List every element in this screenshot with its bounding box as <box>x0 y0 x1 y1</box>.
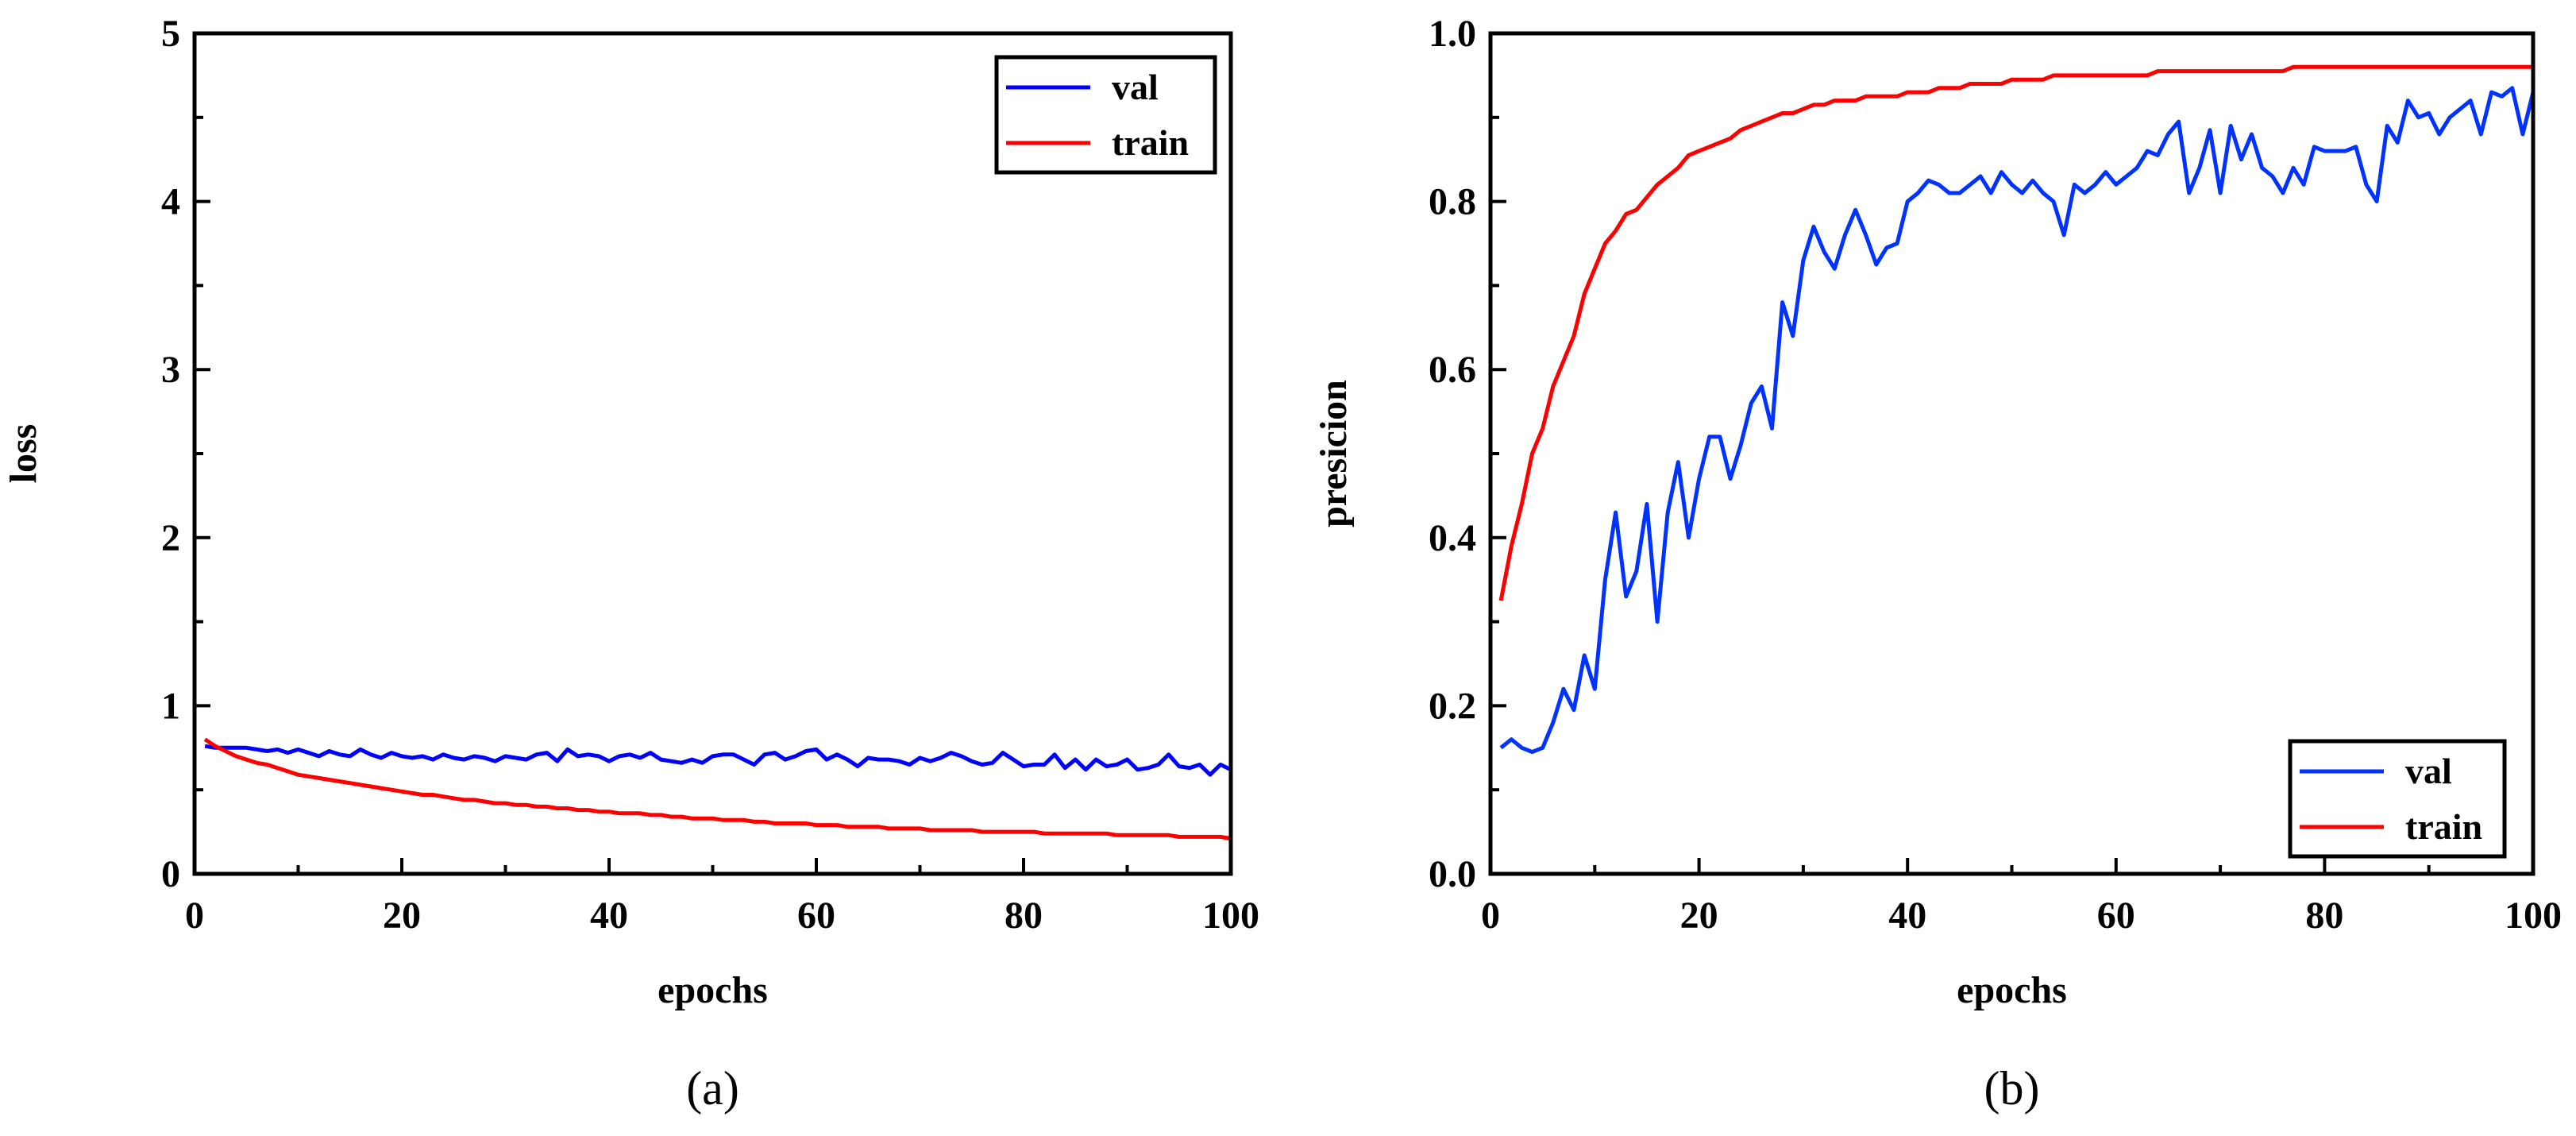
x-tick-label: 40 <box>1888 895 1926 937</box>
series-line-train <box>1498 64 2533 601</box>
y-tick-label: 2 <box>161 517 180 559</box>
y-tick-label: 3 <box>161 349 180 391</box>
y-axis-label: presicion <box>1313 380 1355 527</box>
panel-caption: (a) <box>686 1062 739 1115</box>
series-line-val <box>1499 86 2536 755</box>
x-axis-label: epochs <box>1957 969 2067 1011</box>
x-tick-label: 80 <box>2305 895 2343 937</box>
y-tick-label: 1.0 <box>1429 13 1476 55</box>
y-tick-label: 0.6 <box>1429 349 1476 391</box>
y-tick-label: 5 <box>161 13 180 55</box>
x-tick-label: 20 <box>1680 895 1718 937</box>
y-tick-label: 0.8 <box>1429 181 1476 223</box>
x-tick-label: 40 <box>590 895 628 937</box>
x-tick-label: 20 <box>383 895 421 937</box>
x-tick-label: 100 <box>2505 895 2562 937</box>
legend-label-val: val <box>2405 751 2452 791</box>
y-tick-label: 1 <box>161 685 180 727</box>
y-tick-label: 0.0 <box>1429 853 1476 895</box>
legend-box <box>994 55 1217 175</box>
series-line-val <box>204 744 1232 777</box>
legend-box <box>2288 739 2507 859</box>
y-tick-label: 0.2 <box>1429 685 1476 727</box>
y-tick-label: 0 <box>161 853 180 895</box>
panel-b-precision-chart: 0 20 40 60 80 100 0.0 0.2 0.4 0.6 0.8 1.0 epochs pres… <box>1313 13 2562 1115</box>
x-tick-label: 80 <box>1005 895 1043 937</box>
legend-label-train: train <box>1112 122 1189 163</box>
x-tick-label: 60 <box>797 895 835 937</box>
x-tick-label: 60 <box>2097 895 2135 937</box>
legend-label-val: val <box>1112 67 1159 107</box>
panel-a-loss-chart: 0 20 40 60 80 100 0 1 2 3 4 5 epochs loss val train (a) <box>2 13 1259 1115</box>
y-tick-label: 4 <box>161 181 180 223</box>
x-axis-label: epochs <box>657 969 768 1011</box>
y-axis-label: loss <box>2 424 44 484</box>
y-tick-label: 0.4 <box>1429 517 1476 559</box>
panel-caption: (b) <box>1984 1062 2040 1115</box>
x-tick-label: 0 <box>1481 895 1500 937</box>
legend-label-train: train <box>2405 806 2482 847</box>
series-line-train <box>203 737 1232 841</box>
x-tick-label: 100 <box>1202 895 1259 937</box>
x-tick-label: 0 <box>185 895 204 937</box>
